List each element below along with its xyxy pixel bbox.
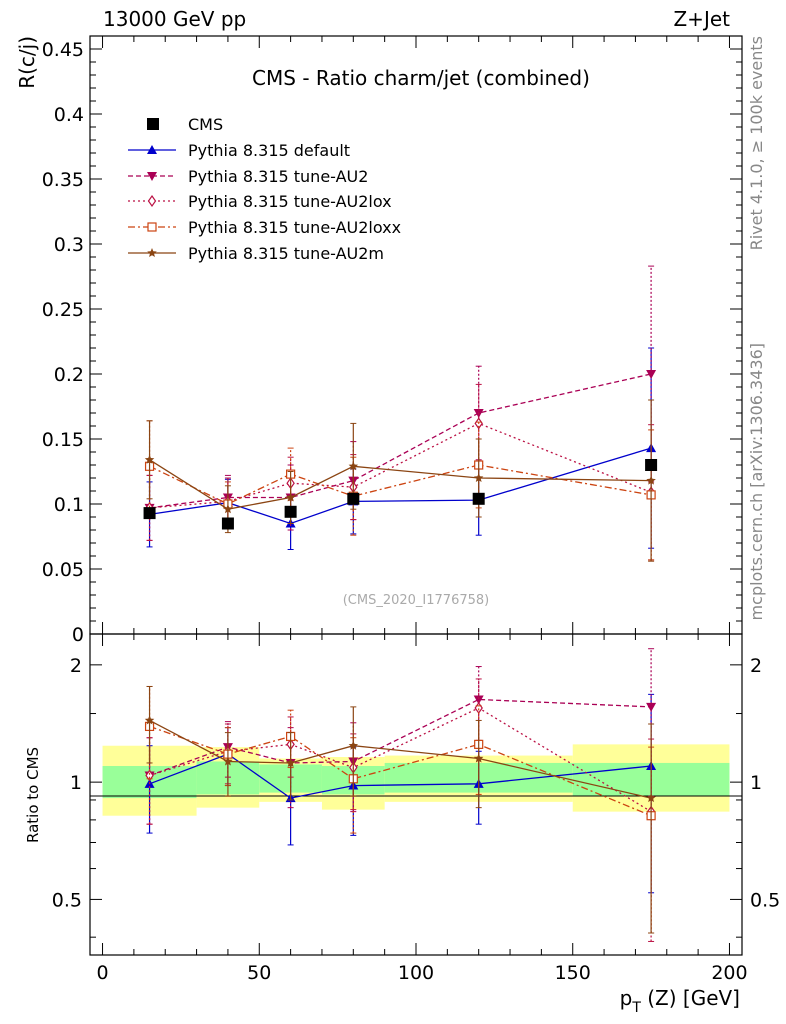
- x-axis-label-rest: (Z) [GeV]: [641, 986, 740, 1010]
- y-tick-label: 0.15: [42, 429, 84, 451]
- ratio-y-tick-label-right: 2: [750, 655, 762, 677]
- series-4-point: [473, 473, 484, 482]
- cms-data-point: [143, 507, 156, 520]
- y-tick-label: 0.3: [54, 234, 84, 256]
- series-0-line: [149, 447, 652, 525]
- rivet-version-label: Rivet 4.1.0, ≥ 100k events: [747, 36, 766, 250]
- ratio-y-tick-label: 1: [70, 772, 82, 794]
- cms-data-point: [221, 517, 234, 530]
- series-4-line: [149, 459, 652, 510]
- legend: CMS Pythia 8.315 default Pythia 8.315 tune…: [128, 115, 401, 263]
- mcplots-label: mcplots.cern.ch [arXiv:1306.3436]: [747, 343, 766, 620]
- legend-marker-2: [147, 194, 157, 208]
- ratio-y-tick-label: 2: [70, 655, 82, 677]
- x-axis-label-main: p: [620, 986, 633, 1010]
- ratio-series-1-point: [646, 702, 657, 712]
- ratio-series-4-point: [348, 740, 359, 750]
- series-4-point: [285, 492, 296, 502]
- x-tick-label: 100: [398, 962, 434, 984]
- ratio-panel: 0.5 0.5 1 1 2 2 0 50 100 150 200 Ratio to CMS pT …: [24, 36, 780, 1016]
- main-y-axis: 0 0.05 0.1 0.15 0.2 0.25 0.3 0.35 0.4 0.45: [42, 39, 742, 646]
- main-series-layer: [144, 265, 657, 562]
- series-4-point: [646, 475, 656, 485]
- y-tick-label: 0.2: [54, 364, 84, 386]
- x-tick-label: 200: [711, 962, 747, 984]
- legend-marker-0: [147, 145, 157, 154]
- analysis-id-label: (CMS_2020_I1776758): [343, 593, 490, 608]
- legend-marker-4: [147, 248, 157, 257]
- legend-label-cms: CMS: [188, 115, 223, 134]
- ratio-series-4-point: [144, 715, 155, 725]
- ratio-series-4-line: [149, 719, 652, 799]
- legend-label-4: Pythia 8.315 tune-AU2m: [188, 244, 384, 263]
- y-tick-label: 0.05: [42, 559, 84, 581]
- ratio-series-2-point: [145, 769, 154, 782]
- y-tick-label: 0: [72, 624, 84, 646]
- main-panel: 0 0.05 0.1 0.15 0.2 0.25 0.3 0.35 0.4 0.45 CMS - …: [15, 35, 743, 646]
- legend-label-0: Pythia 8.315 default: [188, 141, 350, 160]
- ratio-series-1-point: [473, 695, 484, 705]
- series-1-line: [149, 373, 652, 509]
- y-tick-label: 0.45: [42, 39, 84, 61]
- ratio-series-4-point: [646, 793, 656, 803]
- ratio-y-axis-label: Ratio to CMS: [24, 747, 42, 843]
- y-tick-label: 0.1: [54, 494, 84, 516]
- plot-title: CMS - Ratio charm/jet (combined): [252, 66, 590, 90]
- legend-label-3: Pythia 8.315 tune-AU2loxx: [188, 218, 401, 237]
- ratio-series-layer: [144, 648, 657, 942]
- y-axis-label: R(c/j): [15, 36, 39, 89]
- y-tick-label: 0.25: [42, 299, 84, 321]
- cms-data-point: [472, 492, 485, 505]
- ratio-y-tick-label: 0.5: [52, 889, 82, 911]
- legend-label-2: Pythia 8.315 tune-AU2lox: [188, 192, 392, 211]
- header-left: 13000 GeV pp: [103, 7, 246, 31]
- header-right: Z+Jet: [673, 7, 730, 31]
- ratio-series-0-line: [149, 753, 652, 799]
- y-tick-label: 0.4: [54, 104, 84, 126]
- series-4-point: [144, 454, 155, 464]
- ratio-series-3-line: [149, 725, 652, 817]
- cms-data-point: [347, 492, 360, 505]
- x-axis-label: pT (Z) [GeV]: [620, 986, 740, 1016]
- ratio-series-1-line: [149, 698, 652, 777]
- ratio-series-4-point: [473, 753, 484, 763]
- x-axis-label-sub: T: [631, 1000, 641, 1016]
- ratio-uncertainty-bands: [102, 744, 730, 816]
- x-tick-label: 150: [555, 962, 591, 984]
- series-4-point: [348, 461, 359, 471]
- cms-data-point: [645, 459, 658, 471]
- series-1-point: [646, 370, 657, 379]
- ratio-y-tick-label-right: 1: [750, 772, 762, 794]
- ratio-series-2-point: [474, 701, 483, 715]
- series-2-line: [149, 422, 652, 509]
- legend-label-1: Pythia 8.315 tune-AU2: [188, 167, 368, 186]
- ratio-y-tick-label-right: 0.5: [750, 889, 780, 911]
- cms-data-point: [284, 505, 297, 518]
- legend-marker-1: [147, 172, 157, 181]
- ratio-series-4-point: [223, 756, 233, 766]
- ratio-y-axis: 0.5 0.5 1 1 2 2: [52, 655, 780, 938]
- legend-cms-marker: [147, 118, 159, 130]
- x-tick-label: 50: [247, 962, 271, 984]
- legend-marker-3: [147, 222, 157, 232]
- x-tick-label: 0: [96, 962, 108, 984]
- y-tick-label: 0.35: [42, 169, 84, 191]
- main-data-layer: [143, 459, 658, 530]
- series-3-line: [149, 464, 652, 505]
- series-4-point: [223, 504, 233, 514]
- x-axis: 0 50 100 150 200: [96, 36, 748, 984]
- ratio-series-4-point: [285, 758, 296, 767]
